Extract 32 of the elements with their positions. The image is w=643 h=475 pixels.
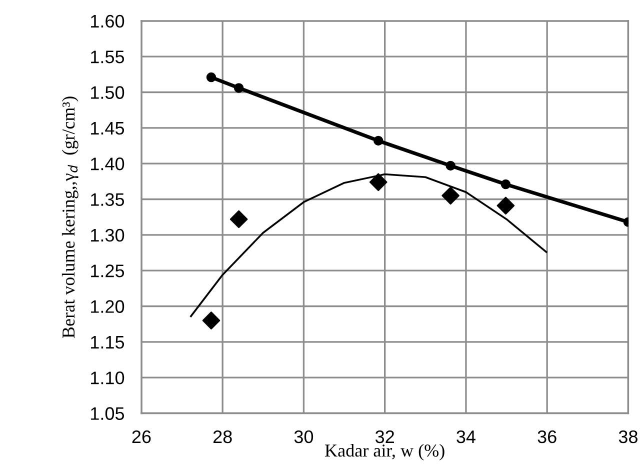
- y-tick-label: 1.10: [91, 372, 124, 384]
- y-tick-label: 1.50: [91, 86, 124, 99]
- x-tick-label: 28: [213, 430, 232, 444]
- y-tick-label: 1.30: [91, 228, 124, 242]
- point: [373, 136, 384, 146]
- x-tick-label: 36: [538, 430, 556, 444]
- line-series: [190, 173, 548, 318]
- point: [202, 312, 220, 330]
- y-tick-label: 1.15: [91, 336, 124, 349]
- point: [446, 160, 456, 171]
- point: [442, 186, 460, 205]
- x-tick-label: 30: [294, 430, 314, 444]
- point: [206, 72, 216, 82]
- x-tick-label: 26: [132, 430, 151, 444]
- x-tick-label: 34: [456, 430, 476, 444]
- y-tick-label: 1.05: [91, 407, 124, 420]
- point: [230, 210, 248, 228]
- y-tick-label: 1.45: [91, 122, 124, 135]
- y-tick-label: 1.20: [91, 300, 124, 313]
- y-tick-label: 1.60: [91, 14, 124, 28]
- x-tick-label: 38: [618, 430, 638, 444]
- point: [234, 83, 244, 93]
- y-tick-label: 1.40: [91, 158, 124, 170]
- y-tick-label: 1.55: [91, 50, 124, 64]
- y-tick-label: 1.35: [91, 193, 124, 206]
- y-tick-label: 1.25: [91, 264, 124, 278]
- x-tick-label: 32: [375, 430, 394, 444]
- point: [500, 179, 511, 190]
- x-axis-title: Kadar air, w (%): [325, 444, 444, 460]
- y-axis-title: Berat volume kering,,γ$_{d}$ (gr/cm³): [62, 96, 78, 338]
- point: [496, 196, 515, 215]
- point: [369, 173, 388, 192]
